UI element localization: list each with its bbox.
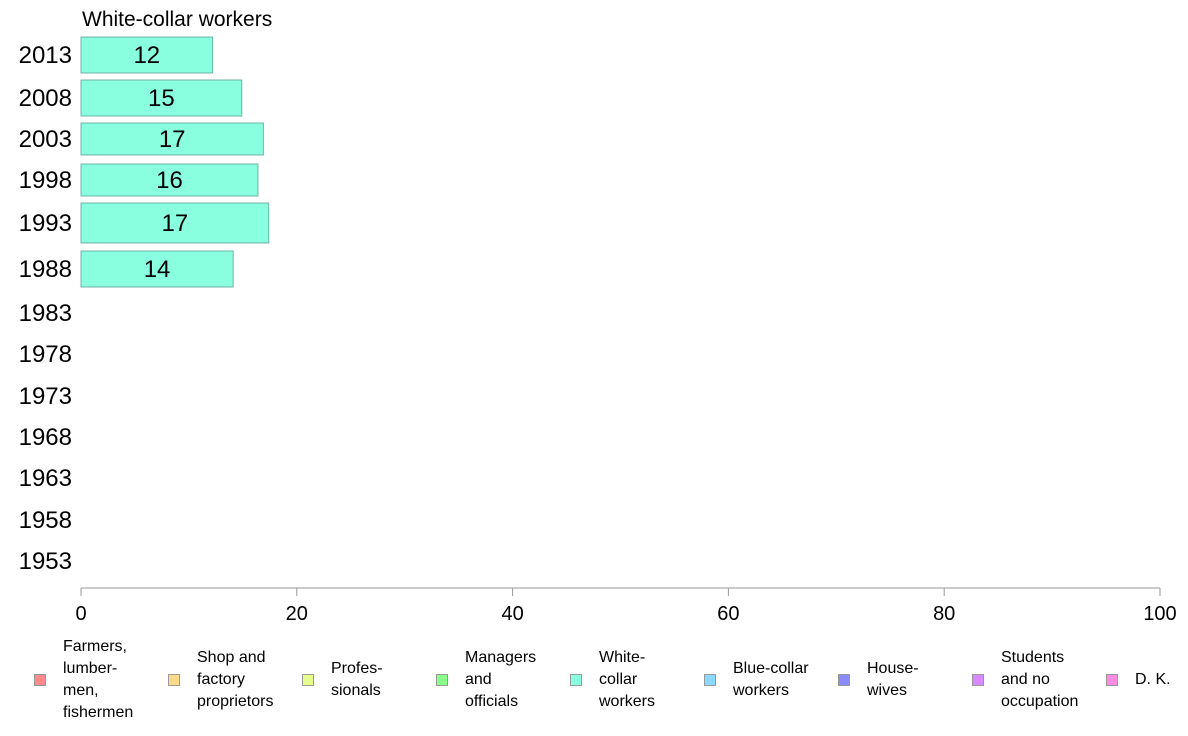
category-labels: 2013 2008 2003 1998 1993 1988 1983 1978 1973 1968… [19,42,72,575]
category-label: 1988 [19,256,72,283]
x-tick-label: 60 [717,603,739,625]
x-axis: 0 20 40 60 80 100 [75,587,1177,625]
legend-label: White- collar workers [599,649,656,710]
data-label: 15 [148,85,175,112]
legend-label: Managers and officials [465,649,537,710]
chart-title: White-collar workers [82,8,272,31]
legend-swatch [436,674,448,686]
legend-item: Students and no occupation [972,647,1078,713]
bars-group: 12 15 17 16 17 14 [80,36,270,288]
legend-swatch [570,674,582,686]
legend-swatch [34,674,46,686]
category-label: 1963 [19,465,72,492]
x-tick-label: 100 [1143,603,1176,625]
category-label: 1993 [19,210,72,237]
category-label: 1998 [19,167,72,194]
category-label: 1958 [19,507,72,534]
bar [80,163,259,197]
category-label: 1953 [19,548,72,575]
legend-label: D. K. [1135,671,1171,688]
data-label: 16 [156,167,183,194]
legend-label: Farmers, lumber- men, fishermen [63,638,134,721]
legend-swatch [972,674,984,686]
legend-swatch [302,674,314,686]
legend-item: Profes- sionals [302,658,383,702]
legend-item: Blue-collar workers [704,658,809,702]
bar [80,202,270,244]
category-label: 1973 [19,383,72,410]
category-label: 2003 [19,126,72,153]
data-label: 17 [159,126,186,153]
legend-item: D. K. [1106,669,1171,691]
legend-label: Profes- sionals [331,660,383,699]
legend-item: Shop and factory proprietors [168,647,273,713]
data-label: 12 [133,42,160,69]
legend-swatch [838,674,850,686]
bar [80,36,214,74]
legend-label: House- wives [867,660,919,699]
data-label: 17 [162,210,189,237]
legend-label: Blue-collar workers [733,660,809,699]
x-tick-label: 0 [75,603,86,625]
category-label: 1978 [19,341,72,368]
legend-item: House- wives [838,658,919,702]
legend-swatch [1106,674,1118,686]
bar [80,250,234,288]
legend-swatch [704,674,716,686]
legend-item: Farmers, lumber- men, fishermen [34,636,133,724]
x-tick-label: 20 [286,603,308,625]
category-label: 2013 [19,42,72,69]
x-tick-label: 40 [501,603,523,625]
legend-label: Shop and factory proprietors [197,649,274,710]
legend-label: Students and no occupation [1001,649,1079,710]
legend-item: Managers and officials [436,647,536,713]
category-label: 1983 [19,300,72,327]
legend-swatch [168,674,180,686]
category-label: 1968 [19,424,72,451]
x-tick-label: 80 [933,603,955,625]
category-label: 2008 [19,85,72,112]
legend-item: White- collar workers [570,647,655,713]
bar [80,122,264,156]
data-label: 14 [144,256,171,283]
bar [80,79,243,117]
